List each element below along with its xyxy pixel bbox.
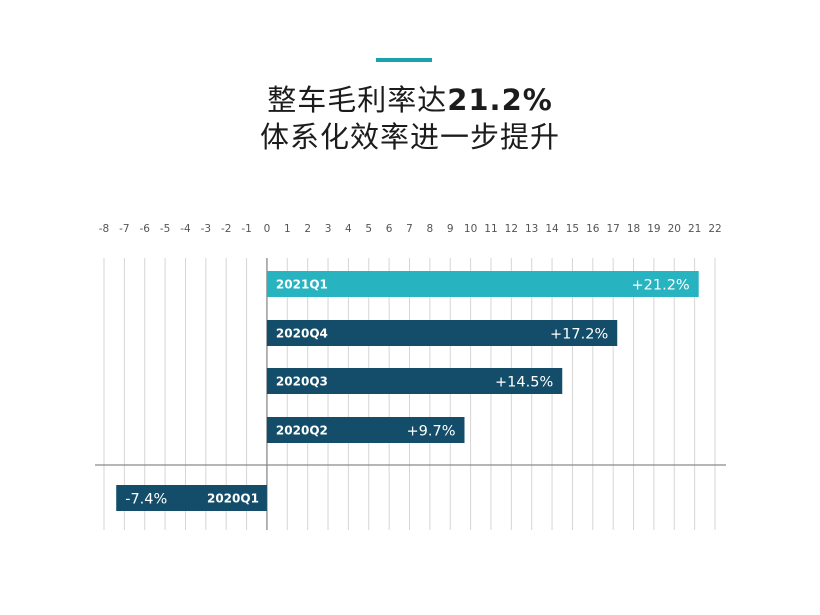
bar-value-label: +9.7% (406, 424, 455, 440)
x-tick-label: 0 (264, 223, 271, 235)
x-tick-label: 3 (325, 223, 332, 235)
x-tick-label: 2 (304, 223, 311, 235)
bar-value-label: +17.2% (550, 327, 608, 343)
x-tick-label: -4 (180, 223, 191, 235)
bar-2020q4 (266, 320, 618, 346)
x-tick-label: 12 (505, 223, 518, 235)
bar-category-label: 2021Q1 (276, 278, 328, 292)
bar-2021q1 (266, 271, 699, 297)
x-tick-label: 6 (386, 223, 393, 235)
x-tick-label: 18 (627, 223, 640, 235)
x-tick-label: 17 (606, 223, 619, 235)
x-tick-label: 21 (688, 223, 701, 235)
title-prefix: 整车毛利率达 (267, 83, 448, 117)
bar-category-label: 2020Q3 (276, 375, 328, 389)
x-tick-label: 11 (484, 223, 497, 235)
x-tick-label: -6 (139, 223, 150, 235)
x-tick-label: -7 (119, 223, 129, 235)
x-tick-label: 20 (668, 223, 681, 235)
title-highlight: 21.2% (447, 83, 553, 117)
x-tick-label: 9 (447, 223, 454, 235)
x-tick-label: 4 (345, 223, 352, 235)
x-tick-label: 7 (406, 223, 413, 235)
x-tick-label: 15 (566, 223, 579, 235)
x-tick-label: -5 (160, 223, 170, 235)
x-tick-label: 22 (708, 223, 721, 235)
bar-category-label: 2020Q1 (207, 492, 259, 506)
x-tick-label: -8 (99, 223, 109, 235)
bar-category-label: 2020Q2 (276, 424, 328, 438)
x-tick-label: -3 (201, 223, 211, 235)
bar-value-label: +21.2% (631, 278, 689, 294)
x-tick-label: 10 (464, 223, 477, 235)
x-tick-label: -1 (241, 223, 251, 235)
bar-2020q3 (266, 368, 563, 394)
x-tick-label: 16 (586, 223, 600, 235)
title-accent-bar (376, 58, 432, 62)
bar-category-label: 2020Q4 (276, 327, 328, 341)
x-tick-label: 14 (545, 223, 559, 235)
bar-2020q2 (266, 417, 465, 443)
x-tick-label: 5 (365, 223, 372, 235)
x-tick-label: 13 (525, 223, 538, 235)
x-tick-label: 19 (647, 223, 660, 235)
bar-2020q1 (116, 485, 267, 511)
bar-value-label: +14.5% (495, 375, 553, 391)
bar-value-label: -7.4% (125, 492, 167, 508)
x-tick-label: 8 (427, 223, 434, 235)
x-tick-label: -2 (221, 223, 231, 235)
chart-title-line1: 整车毛利率达21.2% (0, 82, 820, 118)
chart-title-line2: 体系化效率进一步提升 (259, 120, 560, 154)
x-tick-label: 1 (284, 223, 291, 235)
